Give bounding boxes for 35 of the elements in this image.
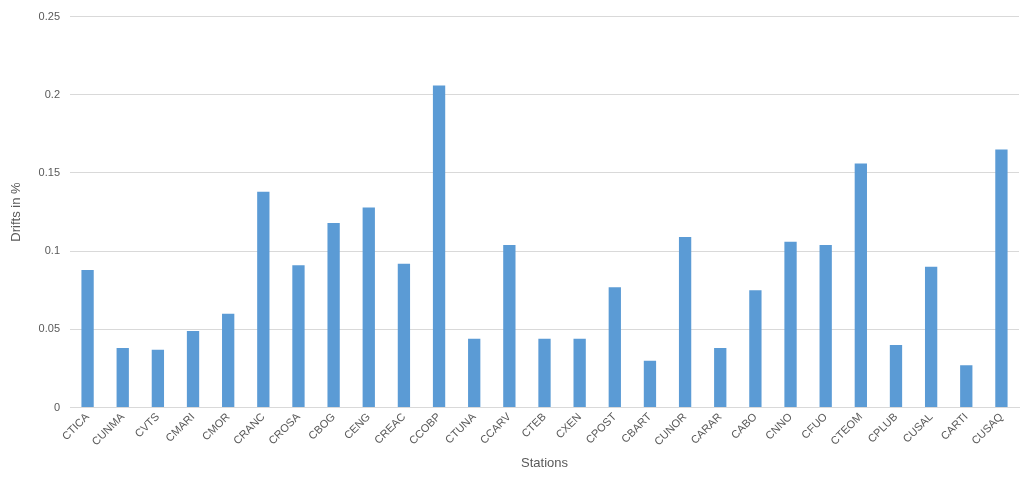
y-tick-label: 0.05 xyxy=(38,322,61,335)
y-axis-title: Drifts in % xyxy=(8,182,24,242)
bar xyxy=(819,244,832,408)
bar xyxy=(292,265,305,408)
bar xyxy=(151,349,165,408)
bar xyxy=(503,244,516,408)
bar xyxy=(573,338,586,408)
bar xyxy=(924,266,938,408)
bar xyxy=(81,269,94,408)
bar xyxy=(468,338,481,408)
bar xyxy=(222,313,235,408)
bar xyxy=(116,348,129,408)
bar xyxy=(186,330,200,408)
x-axis-title: Stations xyxy=(521,454,569,470)
bar xyxy=(257,191,270,408)
bar xyxy=(749,290,762,408)
bar xyxy=(995,149,1008,408)
bar xyxy=(362,207,375,408)
bar xyxy=(538,338,551,408)
bar xyxy=(714,348,727,408)
bar xyxy=(397,263,411,408)
bar xyxy=(643,360,657,408)
bar xyxy=(432,85,446,408)
y-tick-label: 0.2 xyxy=(44,87,61,100)
bar xyxy=(678,237,692,408)
bar xyxy=(784,241,797,408)
bar xyxy=(889,345,903,408)
bar xyxy=(327,223,340,408)
y-tick-label: 0.25 xyxy=(38,9,61,22)
y-tick-label: 0 xyxy=(53,400,61,413)
bar xyxy=(608,287,621,408)
y-tick-label: 0.1 xyxy=(44,244,61,257)
bar xyxy=(854,163,867,408)
bar xyxy=(960,365,973,408)
y-tick-label: 0.15 xyxy=(38,166,61,179)
